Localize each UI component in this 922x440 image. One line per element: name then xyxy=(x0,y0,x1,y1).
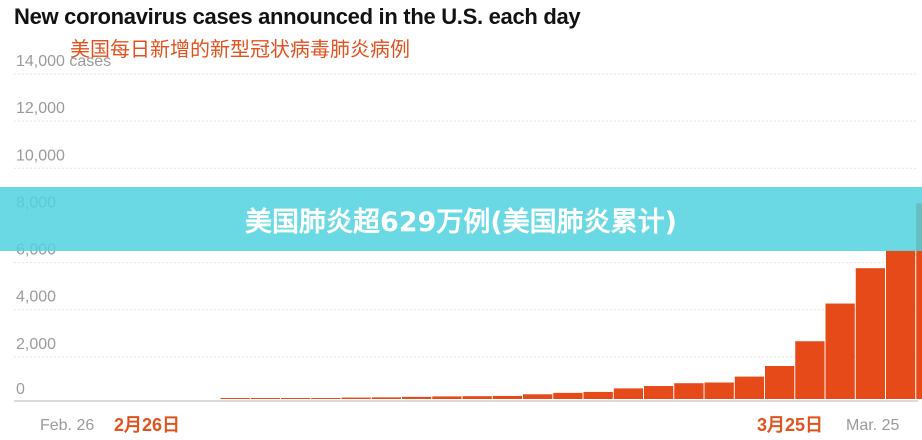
bar xyxy=(886,250,916,399)
y-tick-label: 4,000 xyxy=(16,289,56,306)
bar xyxy=(371,397,402,399)
banner-text: 美国肺炎超629万例(美国肺炎累计) xyxy=(244,206,678,238)
bar xyxy=(553,392,583,399)
bar xyxy=(765,366,795,399)
bar xyxy=(795,341,825,399)
y-tick-label: 2,000 xyxy=(16,336,56,353)
bar xyxy=(613,388,644,399)
gridlines xyxy=(14,73,918,402)
x-tick-start-cn: 2月26日 xyxy=(114,415,180,435)
bar xyxy=(220,398,250,399)
bar xyxy=(704,382,734,399)
bar xyxy=(462,396,492,399)
bar xyxy=(825,303,855,399)
bar xyxy=(734,376,765,399)
chart-title: New coronavirus cases announced in the U… xyxy=(14,4,581,29)
bar xyxy=(855,268,886,399)
bar xyxy=(916,203,922,399)
x-axis-ticks: Feb. 26 2月26日 3月25日 Mar. 25 xyxy=(40,415,899,435)
x-tick-start-en: Feb. 26 xyxy=(40,417,94,434)
bar xyxy=(583,391,613,399)
bar xyxy=(311,398,341,399)
chart-subtitle: 美国每日新增的新型冠状病毒肺炎病例 xyxy=(70,39,410,61)
bar xyxy=(341,397,371,399)
bar xyxy=(674,383,704,399)
bars xyxy=(220,203,922,399)
bar xyxy=(250,398,281,399)
y-tick-label: 14,000 cases xyxy=(16,53,111,70)
overlay-banner: 美国肺炎超629万例(美国肺炎累计) xyxy=(0,187,922,251)
y-tick-label: 0 xyxy=(16,381,25,398)
bar xyxy=(644,386,674,399)
bar xyxy=(492,395,523,399)
y-tick-label: 12,000 xyxy=(16,100,65,117)
bar xyxy=(402,396,432,399)
bar xyxy=(432,396,462,399)
y-tick-label: 10,000 xyxy=(16,147,65,164)
x-tick-end-cn: 3月25日 xyxy=(757,415,823,435)
bar xyxy=(523,394,553,399)
x-tick-end-en: Mar. 25 xyxy=(846,417,899,434)
bar xyxy=(281,398,311,399)
